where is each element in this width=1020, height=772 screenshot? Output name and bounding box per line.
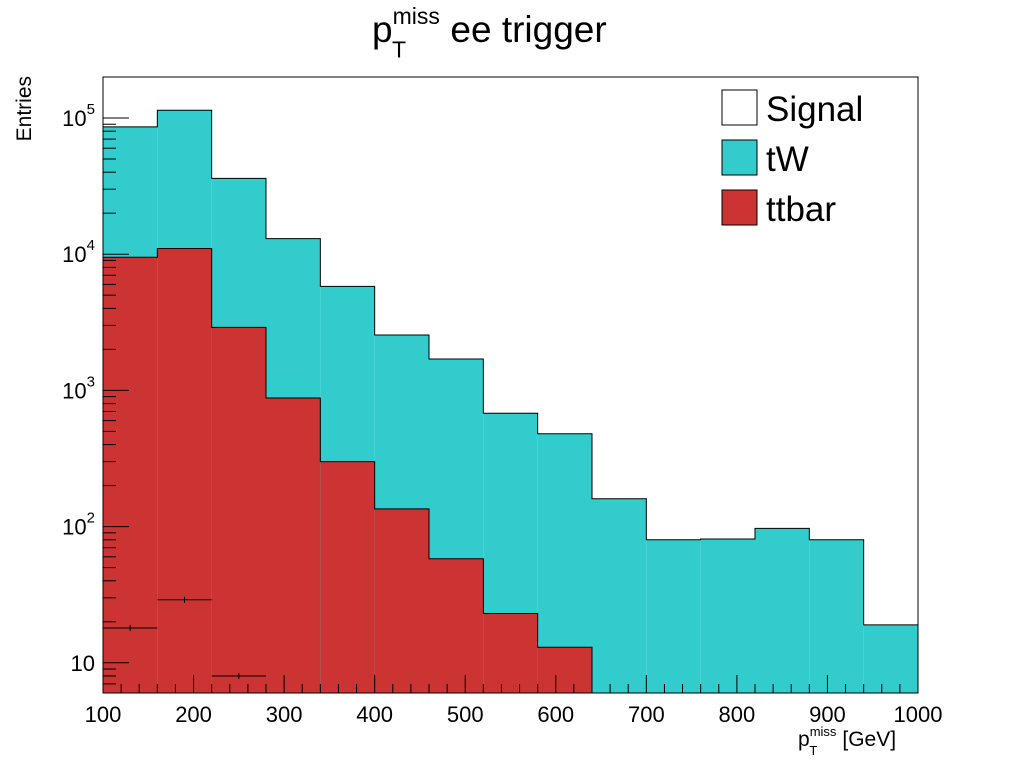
bar-ttbar	[537, 647, 592, 693]
x-tick-label: 900	[809, 702, 846, 727]
legend-swatch	[721, 89, 758, 126]
x-axis-tick-labels: 100 200 300 400 500 600 700 800 900 1000	[85, 702, 943, 727]
x-tick-label: 700	[628, 702, 665, 727]
legend-swatch	[721, 189, 758, 226]
x-tick-label: 800	[719, 702, 756, 727]
bar-tw	[863, 624, 918, 693]
x-tick-label: 100	[85, 702, 122, 727]
legend-label: tW	[766, 140, 809, 179]
signal-point	[211, 672, 266, 679]
legend: Signal tW ttbar	[721, 89, 863, 229]
signal-point	[157, 596, 212, 603]
bar-ttbar	[157, 248, 212, 694]
y-axis-label: Entries	[13, 76, 36, 141]
y-tick-label: 105	[62, 101, 95, 131]
histogram-bars	[103, 110, 918, 694]
y-tick-label: 103	[62, 373, 95, 403]
chart-title: pmiss T ee trigger	[372, 3, 607, 62]
bar-tw	[646, 539, 701, 693]
bar-tw	[809, 539, 864, 693]
legend-entry-ttbar: ttbar	[721, 189, 836, 229]
bar-ttbar	[103, 257, 158, 693]
x-tick-label: 200	[175, 702, 212, 727]
bar-ttbar	[429, 558, 484, 693]
bar-tw	[755, 528, 810, 693]
outline-ttbar	[102, 248, 593, 693]
legend-entry-tw: tW	[721, 139, 809, 179]
y-tick-label: 102	[62, 510, 95, 540]
y-tick-label: 10	[71, 651, 95, 676]
bar-ttbar	[374, 508, 429, 693]
signal-points	[103, 596, 266, 679]
y-axis-ticks	[103, 76, 129, 694]
legend-label: ttbar	[766, 190, 836, 229]
outline-tw	[102, 109, 919, 693]
x-tick-label: 600	[537, 702, 574, 727]
x-tick-label: 400	[356, 702, 393, 727]
x-tick-label: 500	[447, 702, 484, 727]
bar-ttbar	[211, 327, 266, 693]
y-tick-label: 104	[62, 237, 95, 267]
plot-frame	[102, 76, 919, 694]
bar-tw	[592, 498, 647, 693]
x-axis-ticks	[102, 675, 919, 693]
bar-ttbar	[483, 613, 538, 693]
signal-point	[103, 625, 158, 632]
bar-tw	[700, 539, 755, 693]
bar-ttbar	[320, 461, 375, 693]
x-tick-label: 300	[266, 702, 303, 727]
legend-entry-signal: Signal	[721, 89, 863, 129]
x-axis-label: pmiss T [GeV]	[798, 724, 896, 758]
legend-swatch	[721, 139, 758, 176]
y-axis-tick-labels: 10 102 103 104 105	[62, 101, 95, 676]
histogram-outlines	[102, 109, 919, 693]
bar-ttbar	[266, 397, 321, 693]
x-tick-label: 1000	[894, 702, 943, 727]
legend-label: Signal	[766, 90, 863, 129]
